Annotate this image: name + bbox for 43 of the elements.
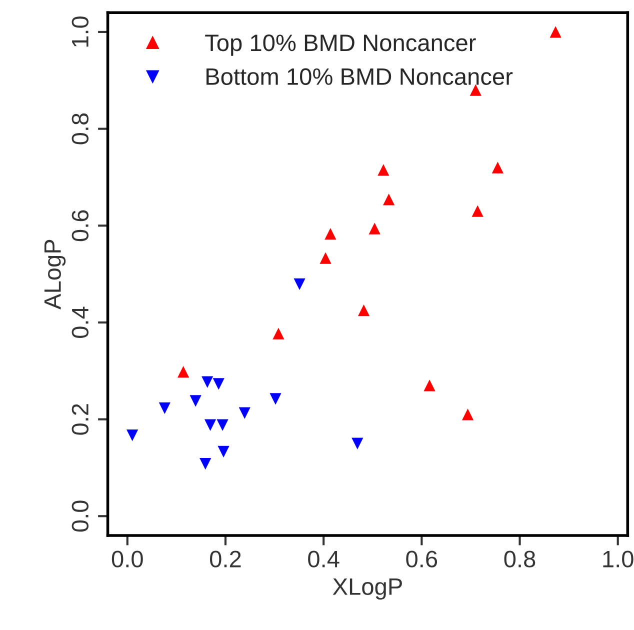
y-axis-title: ALogP [44, 240, 66, 310]
point [358, 304, 370, 316]
point [462, 408, 474, 420]
point [272, 328, 284, 340]
point [352, 438, 364, 450]
y-tick-label: 0.0 [72, 500, 89, 532]
point [212, 378, 224, 390]
point [324, 228, 336, 240]
y-tick-label: 1.0 [72, 16, 89, 47]
x-tick-label: 0.6 [406, 550, 438, 568]
point [202, 376, 214, 388]
point [368, 222, 380, 234]
point [158, 402, 170, 414]
y-tick-label: 0.8 [72, 113, 89, 144]
point [470, 84, 482, 96]
point [200, 458, 212, 470]
point [126, 429, 138, 442]
point [204, 419, 216, 431]
x-tick-label: 0.2 [210, 550, 241, 568]
point [550, 26, 562, 38]
y-tick-label: 0.4 [72, 306, 89, 338]
legend-label: Top 10% BMD Noncancer [205, 34, 476, 56]
point [294, 278, 306, 290]
point [472, 205, 484, 217]
x-tick-label: 1.0 [603, 550, 634, 568]
point [190, 395, 202, 407]
point [178, 366, 190, 378]
x-tick-label: 0.0 [112, 550, 143, 568]
legend-label: Bottom 10% BMD Noncancer [206, 68, 513, 86]
point [270, 393, 282, 405]
point [320, 252, 332, 264]
point [216, 419, 228, 431]
point [383, 194, 395, 206]
point [238, 407, 250, 419]
x-tick-label: 0.4 [308, 550, 340, 568]
point [424, 380, 436, 392]
x-axis-title: XLogP [332, 578, 402, 600]
y-tick-label: 0.2 [72, 404, 89, 435]
y-tick-label: 0.6 [72, 210, 89, 242]
x-tick-label: 0.8 [504, 550, 536, 568]
point [218, 446, 230, 458]
point [378, 164, 390, 176]
point [492, 162, 504, 174]
